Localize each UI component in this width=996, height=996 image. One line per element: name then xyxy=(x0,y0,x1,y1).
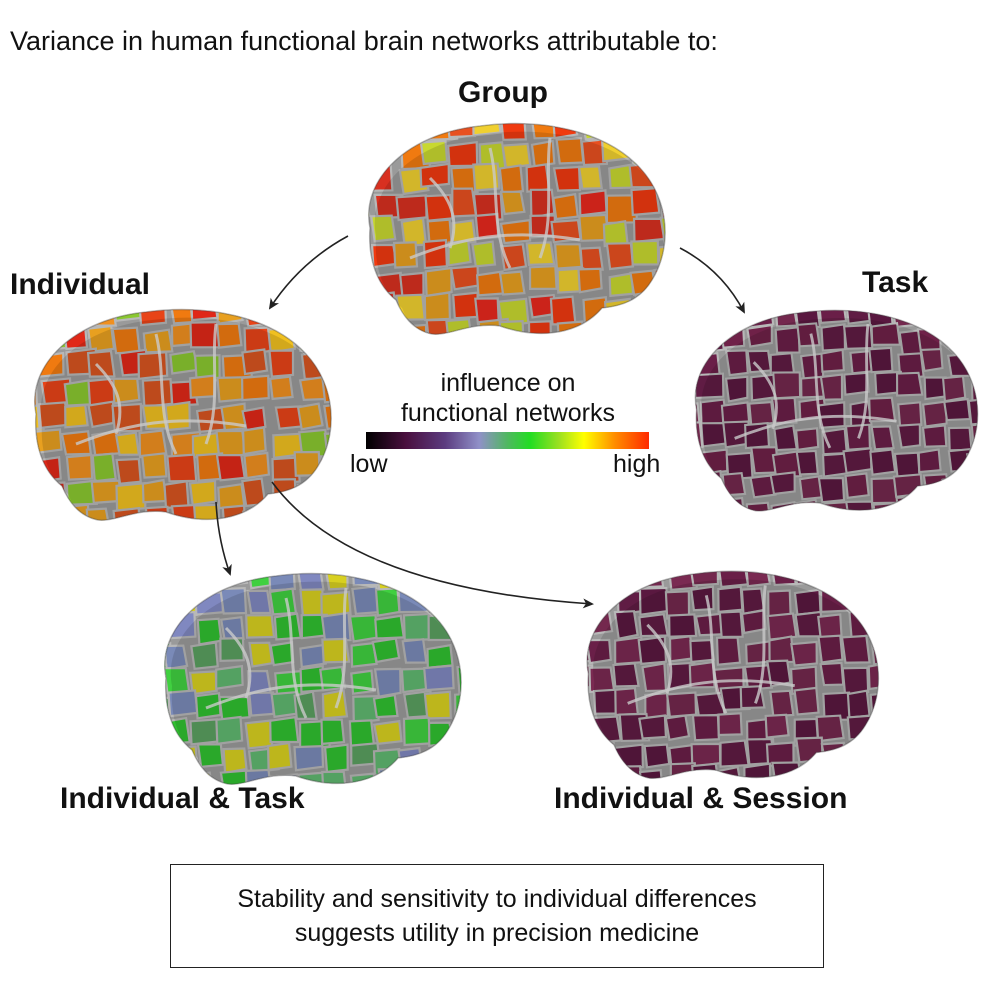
arrow-individual-to-individual-task xyxy=(215,501,232,576)
arrow-group-to-task xyxy=(679,247,745,314)
arrow-individual-to-individual-session xyxy=(271,481,594,609)
legend-title-line2: functional networks xyxy=(400,399,615,427)
legend-title: influence on functional networks xyxy=(360,368,656,428)
brain-individual-task-image xyxy=(164,572,462,785)
task-label: Task xyxy=(862,266,929,299)
brain-task-image xyxy=(694,309,979,512)
group-label: Group xyxy=(458,76,548,109)
legend-title-line1: influence on xyxy=(440,369,576,397)
page-title: Variance in human functional brain netwo… xyxy=(10,26,718,56)
individual-task-label: Individual & Task xyxy=(60,782,305,815)
brain-individual-session-image xyxy=(586,570,880,779)
conclusion-line2: suggests utility in precision medicine xyxy=(294,919,700,947)
legend-low-label: low xyxy=(350,450,388,478)
conclusion-line1: Stability and sensitivity to individual … xyxy=(237,885,757,913)
brain-group-image xyxy=(368,122,666,335)
legend-high-label: high xyxy=(613,450,661,478)
legend-colorbar xyxy=(366,432,649,449)
conclusion-box: Stability and sensitivity to individual … xyxy=(170,864,824,968)
individual-label: Individual xyxy=(10,268,151,301)
individual-session-label: Individual & Session xyxy=(554,782,848,815)
arrow-group-to-individual xyxy=(268,235,349,310)
brain-individual-image xyxy=(34,308,332,521)
